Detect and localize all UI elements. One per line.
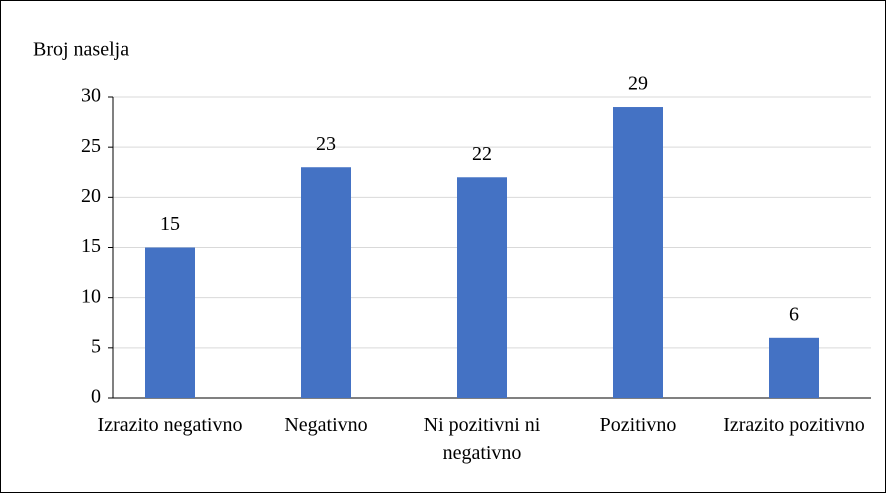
y-tick-label: 20 [81, 185, 101, 207]
y-axis-title: Broj naselja [33, 39, 129, 61]
x-tick-label: Izrazito pozitivno [723, 414, 865, 436]
bar [301, 167, 351, 398]
x-tick-label: Ni pozitivni ni negativno [423, 414, 541, 464]
y-tick-label: 15 [81, 235, 101, 257]
x-tick-label: Negativno [284, 414, 368, 436]
bar [769, 337, 819, 398]
x-tick-label: Pozitivno [599, 414, 677, 436]
value-label: 6 [789, 303, 799, 325]
y-tick-label: 10 [81, 285, 101, 307]
value-label: 23 [316, 133, 336, 155]
bar [613, 107, 663, 399]
value-label: 15 [160, 213, 180, 235]
y-tick-label: 25 [81, 135, 101, 157]
x-tick-label: Izrazito negativno [97, 414, 243, 436]
bar [457, 177, 507, 398]
value-label: 22 [472, 143, 492, 165]
value-label: 29 [628, 73, 648, 95]
bar [145, 247, 195, 398]
y-tick-label: 30 [81, 85, 101, 107]
y-tick-label: 5 [91, 335, 101, 357]
y-tick-label: 0 [91, 386, 101, 408]
